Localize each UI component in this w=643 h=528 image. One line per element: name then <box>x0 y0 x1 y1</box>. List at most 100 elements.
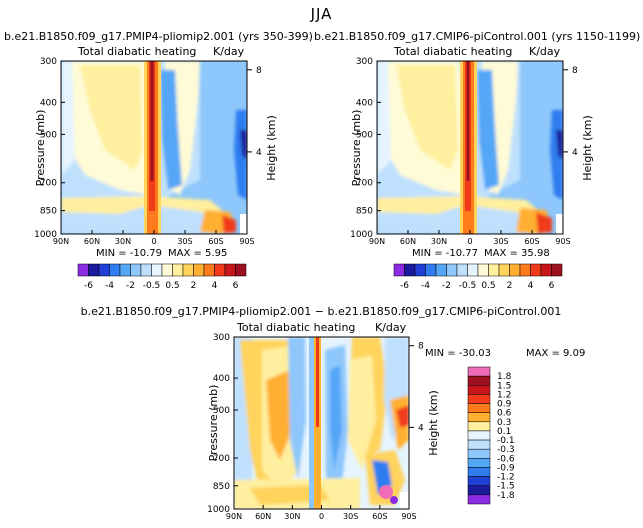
colorbar-box <box>235 263 247 277</box>
max-stat: MAX = 5.95 <box>168 248 227 259</box>
x-tick-label: 60N <box>84 237 100 246</box>
diff-antarctic-pink <box>379 485 393 499</box>
colorbar-label: -0.9 <box>497 463 515 473</box>
colorbar-box <box>393 263 405 277</box>
colorbar: -6 -4 -2 -0.5 0.5 2 4 6 <box>77 263 247 291</box>
y-tick-label: 400 <box>40 98 57 108</box>
colorbar-box <box>467 430 491 441</box>
colorbar-label: 0.6 <box>497 409 512 419</box>
colorbar-box <box>467 421 491 432</box>
field-mask-topography <box>556 214 563 234</box>
field-region-pale-north <box>377 61 391 175</box>
y-tick-label: 700 <box>40 179 57 189</box>
colorbar-box <box>435 263 447 277</box>
colorbar-box <box>446 263 458 277</box>
units-label: K/day <box>375 321 407 334</box>
colorbar-label: -2 <box>442 281 451 291</box>
field-mask-topography <box>400 492 409 509</box>
colorbar-label: -0.1 <box>497 436 515 446</box>
x-tick-label: 90S <box>239 237 254 246</box>
field-region-antarctic-red <box>222 215 236 234</box>
x-tick-label: 30N <box>431 237 447 246</box>
colorbar-label: 1.5 <box>497 381 511 391</box>
y-tick-label: 700 <box>356 179 373 189</box>
x-tick-label: 30S <box>493 237 508 246</box>
left-label: Total diabatic heating <box>77 45 196 58</box>
diff-itcz-red <box>316 337 319 427</box>
units-label: K/day <box>213 45 245 58</box>
field-region-itcz-core <box>466 61 470 181</box>
heatmap-field <box>377 61 563 234</box>
colorbar-box <box>530 263 542 277</box>
y-tick-label: 1000 <box>207 505 230 515</box>
colorbar-box <box>467 375 491 386</box>
colorbar-box <box>467 467 491 477</box>
colorbar-label: 1.2 <box>497 390 511 400</box>
colorbar: -6 -4 -2 -0.5 0.5 2 4 6 <box>393 263 563 291</box>
diff-region-blue-mid <box>288 337 306 480</box>
x-tick-label: 30S <box>177 237 192 246</box>
colorbar-label: -0.6 <box>497 454 515 464</box>
colorbar-label: -4 <box>421 281 430 291</box>
colorbar-label: 0.5 <box>165 281 179 291</box>
panel-title: b.e21.B1850.f09_g17.PMIP4-pliomip2.001 −… <box>81 305 562 318</box>
colorbar-box <box>425 263 437 277</box>
x-tick-label: 90S <box>401 512 416 521</box>
x-tick-label: 0 <box>319 512 324 521</box>
colorbar-label: -2 <box>126 281 135 291</box>
right-axis-label: Height (km) <box>581 115 594 181</box>
colorbar-label: -1.2 <box>497 473 515 483</box>
colorbar-box <box>488 263 500 277</box>
colorbar-box <box>193 263 205 277</box>
colorbar-box <box>172 263 184 277</box>
colorbar-box <box>214 263 226 277</box>
colorbar-label: 6 <box>549 281 555 291</box>
y-axis-label: Pressure (mb) <box>34 110 47 187</box>
panel-title: b.e21.B1850.f09_g17.PMIP4-pliomip2.001 (… <box>4 30 313 43</box>
field-mask-topography <box>240 214 247 234</box>
colorbar-label: 0.5 <box>481 281 495 291</box>
field-region-boundary-lightblue <box>377 205 542 234</box>
y-tick-label: 1000 <box>350 230 373 240</box>
x-tick-label: 60S <box>372 512 387 521</box>
colorbar-box <box>540 263 552 277</box>
panel-pliomip: b.e21.B1850.f09_g17.PMIP4-pliomip2.001 (… <box>4 30 313 291</box>
y-tick-label: 700 <box>213 454 230 464</box>
field-region-blue-south <box>160 70 182 190</box>
colorbar-label: 6 <box>233 281 239 291</box>
colorbar-box <box>161 263 173 277</box>
left-label: Total diabatic heating <box>393 45 512 58</box>
colorbar-box <box>509 263 521 277</box>
y-tick-label: 1000 <box>34 230 57 240</box>
colorbar-label: -1.8 <box>497 491 515 501</box>
colorbar-label: -1.5 <box>497 482 515 492</box>
colorbar-label: 0.3 <box>497 418 511 428</box>
colorbar-label: -4 <box>105 281 114 291</box>
colorbar-label: 1.8 <box>497 372 512 382</box>
y-tick-label: 400 <box>356 98 373 108</box>
colorbar-label: -0.3 <box>497 445 515 455</box>
colorbar-box <box>98 263 110 277</box>
min-stat: MIN = -10.77 <box>412 248 478 259</box>
field-region-boundary-lightblue <box>61 205 226 234</box>
max-stat: MAX = 9.09 <box>526 348 585 359</box>
right-tick-label: 8 <box>256 66 262 76</box>
colorbar-box <box>467 412 491 423</box>
colorbar-box <box>77 263 89 277</box>
colorbar-box <box>519 263 531 277</box>
colorbar-box <box>467 439 491 450</box>
colorbar-label: 2 <box>507 281 513 291</box>
right-axis-label: Height (km) <box>265 115 278 181</box>
diff-region-red-south <box>396 405 409 428</box>
panel-difference: b.e21.B1850.f09_g17.PMIP4-pliomip2.001 −… <box>81 305 586 521</box>
panel-picontrol: b.e21.B1850.f09_g17.CMIP6-piControl.001 … <box>314 30 640 291</box>
diff-antarctic-purple <box>390 496 398 504</box>
min-stat: MIN = -30.03 <box>425 348 491 359</box>
y-tick-label: 300 <box>40 57 57 67</box>
colorbar-label: 4 <box>212 281 218 291</box>
x-tick-label: 90N <box>226 512 242 521</box>
y-tick-label: 300 <box>356 57 373 67</box>
panel-title: b.e21.B1850.f09_g17.CMIP6-piControl.001 … <box>314 30 640 43</box>
x-tick-label: 90N <box>53 237 69 246</box>
field-region-itcz-core <box>150 61 154 181</box>
